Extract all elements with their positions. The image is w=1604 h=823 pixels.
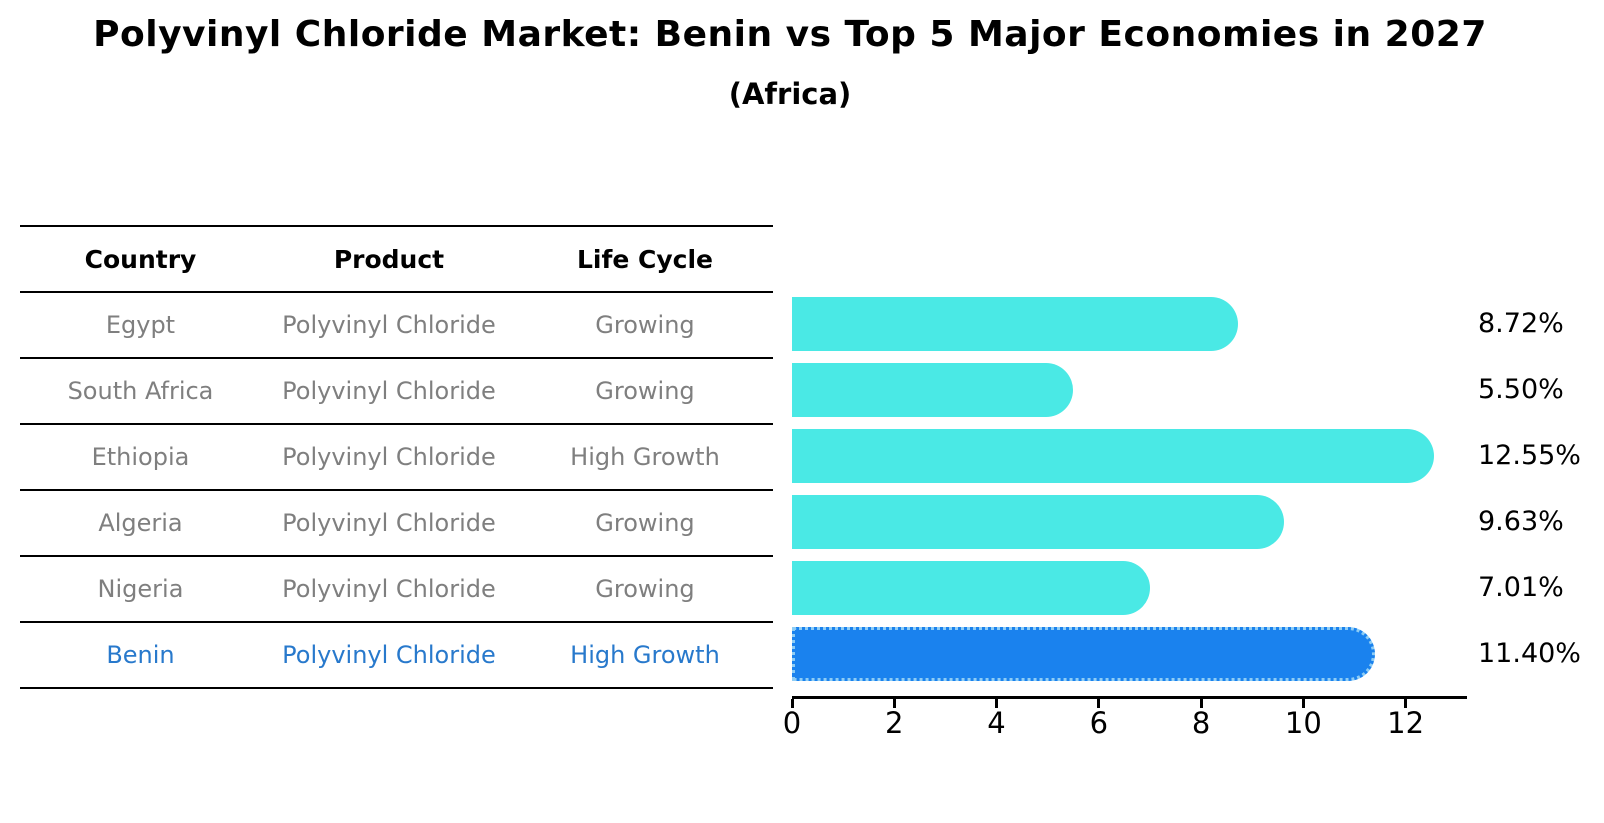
x-axis-tick-label: 12: [1387, 706, 1425, 740]
table-cell-country: Benin: [106, 641, 175, 669]
table-header-country: Country: [84, 244, 197, 274]
bar-value-label: 5.50%: [1478, 374, 1564, 405]
bar-south-africa: [792, 363, 1074, 417]
x-axis-tick-mark: [1199, 699, 1203, 708]
table-body: Egypt Polyvinyl Chloride Growing South Afri…: [20, 291, 773, 687]
table-cell-country: Nigeria: [97, 575, 184, 603]
table-row: Nigeria Polyvinyl Chloride Growing: [20, 555, 773, 621]
table-header-lifecycle: Life Cycle: [576, 244, 713, 274]
table-row: Egypt Polyvinyl Chloride Growing: [20, 291, 773, 357]
chart-subtitle: (Africa): [728, 77, 852, 111]
table-cell-lifecycle: Growing: [595, 575, 695, 603]
bar-value-label: 9.63%: [1478, 506, 1564, 537]
bar-value-label: 8.72%: [1478, 308, 1564, 339]
table-row: South Africa Polyvinyl Chloride Growing: [20, 357, 773, 423]
x-axis-tick-mark: [790, 699, 794, 708]
table-cell-country: South Africa: [67, 377, 214, 405]
x-axis-tick-mark: [995, 699, 999, 708]
bar-value-label: 11.40%: [1478, 638, 1581, 669]
table-cell-lifecycle: High Growth: [570, 641, 720, 669]
info-table: Country Product Life Cycle Egypt Polyviny…: [20, 225, 773, 689]
table-cell-lifecycle: Growing: [595, 311, 695, 339]
table-cell-lifecycle: High Growth: [570, 443, 720, 471]
bar-value-label: 7.01%: [1478, 572, 1564, 603]
x-axis-tick-mark: [1301, 699, 1305, 708]
table-cell-lifecycle: Growing: [595, 377, 695, 405]
bar-highlight-benin: [792, 627, 1375, 681]
table-cell-product: Polyvinyl Chloride: [282, 641, 496, 669]
x-axis-tick-label: 0: [782, 706, 802, 740]
table-row: Ethiopia Polyvinyl Chloride High Growth: [20, 423, 773, 489]
bar-ethiopia: [792, 429, 1434, 483]
table-cell-country: Egypt: [105, 311, 176, 339]
x-axis-tick-mark: [1097, 699, 1101, 708]
bar-value-label: 12.55%: [1478, 440, 1581, 471]
table-row: Benin Polyvinyl Chloride High Growth: [20, 621, 773, 687]
table-cell-product: Polyvinyl Chloride: [282, 377, 496, 405]
table-header-row: Country Product Life Cycle: [20, 225, 773, 291]
x-axis-tick-label: 2: [885, 706, 904, 740]
x-axis-tick-mark: [1404, 699, 1408, 708]
x-axis-tick-label: 6: [1089, 706, 1109, 740]
table-cell-product: Polyvinyl Chloride: [282, 311, 496, 339]
table-header-product: Product: [333, 244, 445, 274]
table-cell-country: Algeria: [98, 509, 183, 537]
table-cell-product: Polyvinyl Chloride: [282, 509, 496, 537]
bar-nigeria: [792, 561, 1151, 615]
table-cell-product: Polyvinyl Chloride: [282, 575, 496, 603]
x-axis-tick-label: 8: [1191, 706, 1211, 740]
bar-egypt: [792, 297, 1238, 351]
x-axis-line: [792, 696, 1467, 699]
table-row: Algeria Polyvinyl Chloride Growing: [20, 489, 773, 555]
x-axis-tick-mark: [892, 699, 896, 708]
table-cell-product: Polyvinyl Chloride: [282, 443, 496, 471]
table-cell-lifecycle: Growing: [595, 509, 695, 537]
bar-algeria: [792, 495, 1285, 549]
x-axis-tick-label: 4: [987, 706, 1006, 740]
x-axis-tick-label: 10: [1284, 706, 1322, 740]
chart-title: Polyvinyl Chloride Market: Benin vs Top …: [93, 14, 1487, 55]
table-cell-country: Ethiopia: [91, 443, 190, 471]
